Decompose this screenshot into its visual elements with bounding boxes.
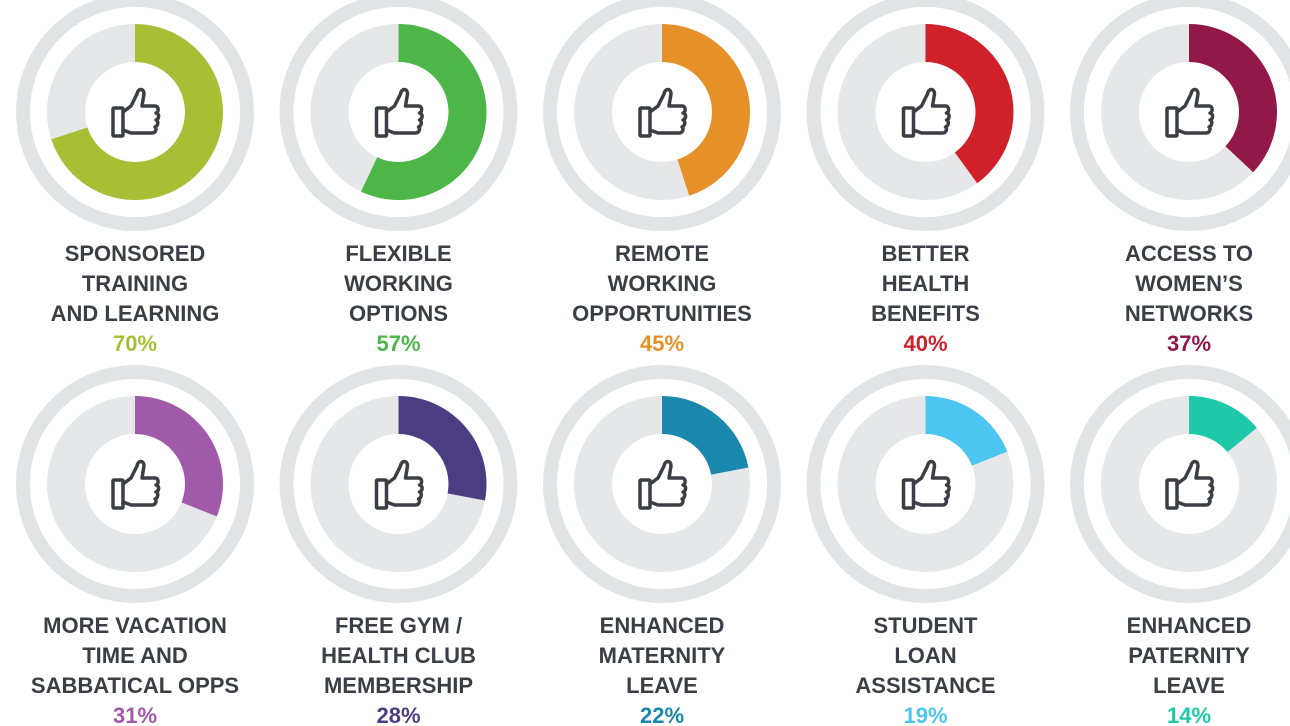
donut-segment xyxy=(398,396,487,501)
value-label: 45% xyxy=(640,331,684,356)
value-label: 57% xyxy=(376,331,420,356)
donut-label: REMOTE xyxy=(615,241,709,266)
halo xyxy=(543,365,781,603)
donut-label: WORKING xyxy=(608,271,717,296)
thumb-hand xyxy=(648,459,688,507)
thumb-cuff xyxy=(374,106,389,138)
donut-label: FLEXIBLE xyxy=(345,241,451,266)
donut-segment xyxy=(135,396,224,517)
thumb-hand xyxy=(1175,459,1215,507)
thumb-cuff xyxy=(901,478,916,510)
donut-label: BENEFITS xyxy=(871,301,980,326)
thumb-hand xyxy=(121,87,161,135)
donut-label: HEALTH xyxy=(882,271,970,296)
thumb-icon xyxy=(638,87,688,138)
donut-label: LOAN xyxy=(894,643,956,668)
donut-label: ENHANCED xyxy=(1127,613,1252,638)
value-label: 70% xyxy=(113,331,157,356)
thumb-hand xyxy=(384,459,424,507)
value-label: 37% xyxy=(1167,331,1211,356)
donut-label: TRAINING xyxy=(82,271,188,296)
donut-label: ENHANCED xyxy=(600,613,725,638)
thumb-hand xyxy=(648,87,688,135)
donut-label: OPPORTUNITIES xyxy=(572,301,752,326)
donut-label: STUDENT xyxy=(874,613,978,638)
value-label: 19% xyxy=(903,703,947,726)
thumb-hand xyxy=(911,87,951,135)
thumb-hand xyxy=(911,459,951,507)
donut-segment xyxy=(1189,24,1278,173)
value-label: 31% xyxy=(113,703,157,726)
donut-segment xyxy=(925,24,1014,184)
thumb-cuff xyxy=(374,478,389,510)
halo xyxy=(806,365,1045,603)
donut-segment xyxy=(925,396,1008,466)
donut-segment xyxy=(51,24,223,200)
halo xyxy=(1070,0,1290,231)
thumb-cuff xyxy=(111,478,125,510)
thumb-cuff xyxy=(638,478,652,510)
donut-label: FREE GYM / xyxy=(335,613,462,638)
thumb-hand xyxy=(384,87,424,135)
halo xyxy=(279,0,518,231)
donut-segment xyxy=(1189,396,1257,453)
donut-label: NETWORKS xyxy=(1125,301,1253,326)
halo xyxy=(16,0,254,231)
donut-label: AND LEARNING xyxy=(51,301,220,326)
value-label: 22% xyxy=(640,703,684,726)
value-label: 14% xyxy=(1167,703,1211,726)
donut-segment xyxy=(361,24,487,200)
thumb-hand xyxy=(121,459,161,507)
donut-label: WORKING xyxy=(344,271,453,296)
thumb-cuff xyxy=(638,106,652,138)
halo xyxy=(16,365,254,603)
donut-label: MATERNITY xyxy=(599,643,726,668)
thumb-icon xyxy=(638,459,688,510)
donut-segment xyxy=(662,24,750,196)
donut-label: ACCESS TO xyxy=(1125,241,1253,266)
donut-label: TIME AND xyxy=(82,643,188,668)
thumb-icon xyxy=(901,87,951,138)
thumb-cuff xyxy=(1165,106,1179,138)
thumb-icon xyxy=(1165,459,1215,510)
donut-label: SPONSORED xyxy=(65,241,206,266)
thumb-icon xyxy=(374,459,424,510)
donut-label: PATERNITY xyxy=(1128,643,1250,668)
donut-label: ASSISTANCE xyxy=(855,673,995,698)
donut-label: HEALTH CLUB xyxy=(321,643,476,668)
donut-label: MORE VACATION xyxy=(43,613,227,638)
thumb-icon xyxy=(1165,87,1215,138)
donut-label: MEMBERSHIP xyxy=(324,673,473,698)
thumb-icon xyxy=(901,459,951,510)
donut-label: LEAVE xyxy=(1153,673,1225,698)
halo xyxy=(543,0,781,231)
thumb-icon xyxy=(111,459,161,510)
value-label: 28% xyxy=(376,703,420,726)
thumb-cuff xyxy=(901,106,916,138)
thumb-cuff xyxy=(111,106,125,138)
donut-label: LEAVE xyxy=(626,673,698,698)
donut-label: SABBATICAL OPPS xyxy=(31,673,239,698)
thumb-hand xyxy=(1175,87,1215,135)
thumb-icon xyxy=(111,87,161,138)
donut-label: WOMEN’S xyxy=(1135,271,1243,296)
donut-segment xyxy=(662,396,749,475)
value-label: 40% xyxy=(903,331,947,356)
halo xyxy=(806,0,1045,231)
halo xyxy=(279,365,518,603)
halo xyxy=(1070,365,1290,603)
donut-label: OPTIONS xyxy=(349,301,448,326)
thumb-cuff xyxy=(1165,478,1179,510)
thumb-icon xyxy=(374,87,424,138)
donut-label: BETTER xyxy=(882,241,970,266)
